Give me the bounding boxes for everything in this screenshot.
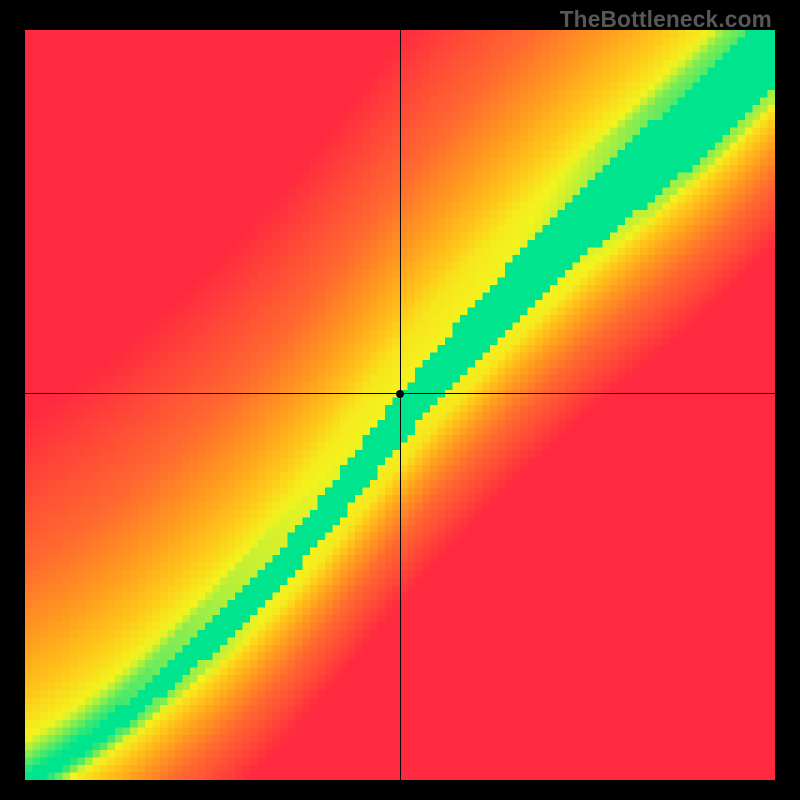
heatmap-plot bbox=[25, 30, 775, 780]
watermark-label: TheBottleneck.com bbox=[560, 6, 772, 33]
marker-dot bbox=[396, 390, 404, 398]
chart-frame: TheBottleneck.com bbox=[0, 0, 800, 800]
crosshair-vertical bbox=[400, 30, 401, 780]
